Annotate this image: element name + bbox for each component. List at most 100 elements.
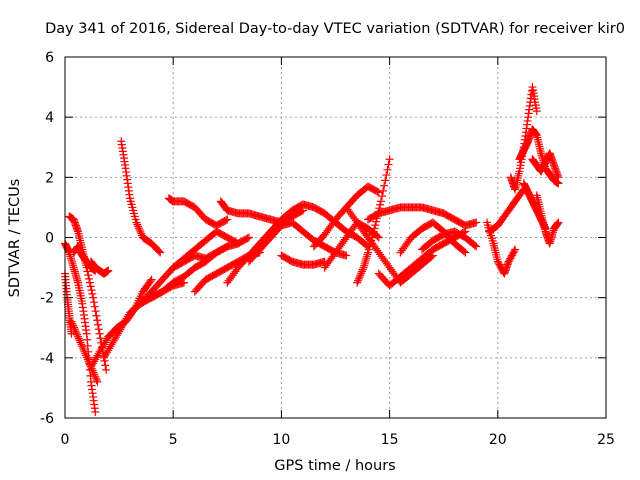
data-point [147,275,156,284]
data-point [73,332,82,341]
x-axis-label: GPS time / hours [274,458,395,474]
data-point-fill [91,307,100,316]
data-point-fill [76,338,85,347]
data-point-fill [90,370,99,379]
data-point-fill [243,234,252,243]
data-point-fill [92,376,101,385]
series-track-32 [528,149,563,182]
data-point [554,173,563,182]
data-point-fill [134,222,143,231]
data-point-fill [135,225,144,234]
data-point [89,293,98,302]
y-axis-label: SDTVAR / TECUs [7,179,23,298]
y-tick-label: 6 [45,50,54,66]
data-point-fill [83,267,92,276]
data-point [156,248,165,257]
data-point [472,242,481,251]
data-point-fill [85,278,94,287]
series-track-20 [309,182,383,251]
data-point-fill [134,224,143,233]
data-point-fill [357,269,366,278]
data-point-fill [88,289,97,298]
data-point-fill [92,311,101,320]
data-point-fill [376,200,385,209]
data-point-fill [381,176,390,185]
data-point [532,107,541,116]
data-point-fill [358,265,367,274]
data-point-fill [71,327,80,336]
data-point-fill [355,272,364,281]
data-point-fill [69,321,78,330]
data-point [102,365,111,374]
data-point [511,245,520,254]
data-point-fill [86,282,95,291]
x-tick-label: 25 [597,432,615,448]
data-point-fill [68,319,77,328]
x-tick-label: 15 [381,432,399,448]
y-tick-label: 0 [45,231,54,247]
series-track-18 [277,251,329,269]
data-point [385,155,394,164]
data-point [342,251,351,260]
data-point [67,329,76,338]
data-point [223,215,232,224]
data-point-fill [73,330,82,339]
data-point [93,377,102,386]
data-point [67,317,76,326]
data-point-fill [383,165,392,174]
data-point-fill [85,274,94,283]
data-point-fill [78,342,87,351]
data-point-fill [510,247,519,256]
data-point-fill [137,229,146,238]
data-point-fill [354,274,363,283]
data-point [234,239,243,248]
data-point-fill [84,271,93,280]
data-point-fill [91,374,100,383]
series-track-13 [164,194,232,230]
grid-lines [65,57,606,418]
data-point [374,233,383,242]
x-tick-label: 20 [489,432,507,448]
y-tick-label: 4 [45,110,54,126]
y-tick-label: 2 [45,170,54,186]
data-point-fill [90,302,99,311]
data-point-fill [232,238,241,247]
data-point [370,224,379,233]
data-point [244,233,253,242]
data-point-fill [83,355,92,364]
data-point [80,347,89,356]
data-point [554,218,563,227]
data-point-fill [89,368,98,377]
data-point-fill [89,298,98,307]
y-tick-label: -4 [40,351,54,367]
data-point-fill [69,323,78,332]
data-point [104,266,113,275]
chart-title: Day 341 of 2016, Sidereal Day-to-day VTE… [45,21,625,37]
data-point-fill [133,220,142,229]
data-point-fill [72,329,81,338]
data-point-fill [384,160,393,169]
data-point [91,407,100,416]
series-track-5 [86,257,113,278]
data-point-fill [75,336,84,345]
data-point-fill [91,372,100,381]
data-point-fill [136,227,145,236]
data-point [376,197,385,206]
series-track-26 [396,218,470,257]
series-track-34 [519,179,550,233]
data-point-fill [221,216,230,225]
data-point-fill [155,247,164,256]
data-point-fill [101,361,110,370]
data-point-fill [470,241,479,250]
data-point-fill [373,187,382,196]
data-point-fill [373,232,382,241]
data-point-fill [94,320,103,329]
data-point-fill [93,316,102,325]
data-point-fill [82,353,91,362]
data-point-fill [81,349,90,358]
data-point-fill [82,351,91,360]
data-point-fill [382,171,391,180]
data-point-fill [459,247,468,256]
x-tick-label: 10 [272,432,290,448]
